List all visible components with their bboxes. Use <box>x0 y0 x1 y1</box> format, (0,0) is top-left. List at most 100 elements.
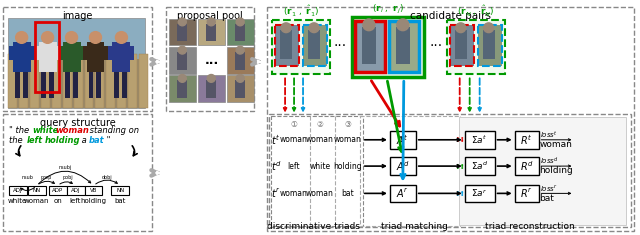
FancyArrowPatch shape <box>39 181 54 184</box>
Text: bat: bat <box>115 198 126 204</box>
Bar <box>362 27 376 64</box>
FancyArrowPatch shape <box>38 171 91 184</box>
Text: ADJ: ADJ <box>70 188 81 193</box>
Text: $loss^r$: $loss^r$ <box>540 183 557 194</box>
Circle shape <box>484 23 493 33</box>
Bar <box>166 7 254 110</box>
Bar <box>267 7 634 231</box>
Bar <box>227 75 254 102</box>
Text: on: on <box>53 198 62 204</box>
Circle shape <box>65 32 77 43</box>
Bar <box>129 54 138 108</box>
Bar <box>35 22 59 92</box>
Circle shape <box>207 74 215 82</box>
Bar <box>9 46 15 60</box>
Circle shape <box>207 18 215 26</box>
Bar <box>97 69 102 98</box>
Bar <box>129 54 138 108</box>
Bar <box>40 69 45 98</box>
Text: dobj: dobj <box>102 175 113 180</box>
Bar <box>115 69 120 98</box>
Bar <box>15 69 20 98</box>
Text: white: white <box>309 162 331 171</box>
Circle shape <box>115 32 127 43</box>
Text: ···: ··· <box>429 39 442 53</box>
Bar <box>83 46 88 60</box>
Text: NN: NN <box>116 188 125 193</box>
Text: left: left <box>288 162 300 171</box>
Text: candidate pairs: candidate pairs <box>410 11 492 21</box>
Bar <box>28 186 45 195</box>
Bar <box>65 69 70 98</box>
Bar <box>106 54 115 108</box>
Bar <box>515 157 538 175</box>
Bar <box>269 114 631 227</box>
Circle shape <box>397 19 409 31</box>
Bar <box>19 54 28 108</box>
Text: holding: holding <box>81 198 106 204</box>
Bar <box>275 25 299 66</box>
Text: ③: ③ <box>344 120 351 129</box>
Text: $( \mathbf{r}_1\ ,\ \hat{\mathbf{r}}_1 )$: $( \mathbf{r}_1\ ,\ \hat{\mathbf{r}}_1 )… <box>283 4 319 19</box>
Bar <box>95 54 104 108</box>
Circle shape <box>363 19 375 31</box>
Bar <box>198 19 225 45</box>
Text: triad matching: triad matching <box>381 222 448 231</box>
Circle shape <box>15 32 28 43</box>
Text: woman: woman <box>280 189 308 198</box>
Bar <box>86 42 104 72</box>
Text: ADJ: ADJ <box>13 188 22 193</box>
Bar <box>8 59 145 108</box>
Bar <box>515 131 538 149</box>
FancyArrowPatch shape <box>60 181 72 184</box>
Bar <box>118 54 127 108</box>
Bar <box>63 42 81 72</box>
Circle shape <box>179 46 186 54</box>
Bar <box>67 186 84 195</box>
Text: $( \mathbf{r}_i\ ,\ \mathbf{r}_j )$: $( \mathbf{r}_i\ ,\ \mathbf{r}_j )$ <box>372 3 404 16</box>
Circle shape <box>90 32 102 43</box>
Text: $\Sigma a^r$: $\Sigma a^r$ <box>472 188 488 199</box>
Text: $A^d$: $A^d$ <box>396 159 410 173</box>
Bar <box>352 17 424 77</box>
Text: query structure: query structure <box>40 118 115 128</box>
Bar <box>170 75 196 102</box>
Circle shape <box>309 23 319 33</box>
Text: discriminative triads: discriminative triads <box>266 222 360 231</box>
Text: pobj: pobj <box>62 175 73 180</box>
Bar <box>235 80 245 98</box>
Bar <box>465 185 495 202</box>
Bar <box>122 69 127 98</box>
Bar <box>389 21 419 72</box>
Text: $\Sigma a^t$: $\Sigma a^t$ <box>472 133 488 146</box>
Text: $A^r$: $A^r$ <box>396 187 410 200</box>
Circle shape <box>236 46 244 54</box>
Text: woman: woman <box>56 126 90 135</box>
Bar <box>111 186 129 195</box>
Bar <box>303 25 327 66</box>
Bar <box>13 42 31 72</box>
Bar <box>74 54 83 108</box>
Bar <box>102 46 108 60</box>
Text: $\Sigma a^d$: $\Sigma a^d$ <box>471 160 488 172</box>
Text: $loss^d$: $loss^d$ <box>540 156 559 167</box>
Text: bat: bat <box>342 189 355 198</box>
Bar <box>206 80 216 98</box>
Text: $R^r$: $R^r$ <box>520 187 533 200</box>
Bar <box>72 69 77 98</box>
Bar <box>84 54 93 108</box>
Text: bat: bat <box>88 136 104 145</box>
Text: holding: holding <box>540 166 573 176</box>
Bar <box>140 54 148 108</box>
Text: standing on: standing on <box>86 126 138 135</box>
Bar <box>465 157 495 175</box>
Bar <box>390 131 416 149</box>
Bar <box>235 24 245 41</box>
Bar <box>63 54 72 108</box>
Circle shape <box>281 23 291 33</box>
Bar <box>40 54 49 108</box>
Bar <box>35 46 40 60</box>
Bar <box>52 54 61 108</box>
Bar <box>63 54 72 108</box>
Bar <box>8 54 17 108</box>
